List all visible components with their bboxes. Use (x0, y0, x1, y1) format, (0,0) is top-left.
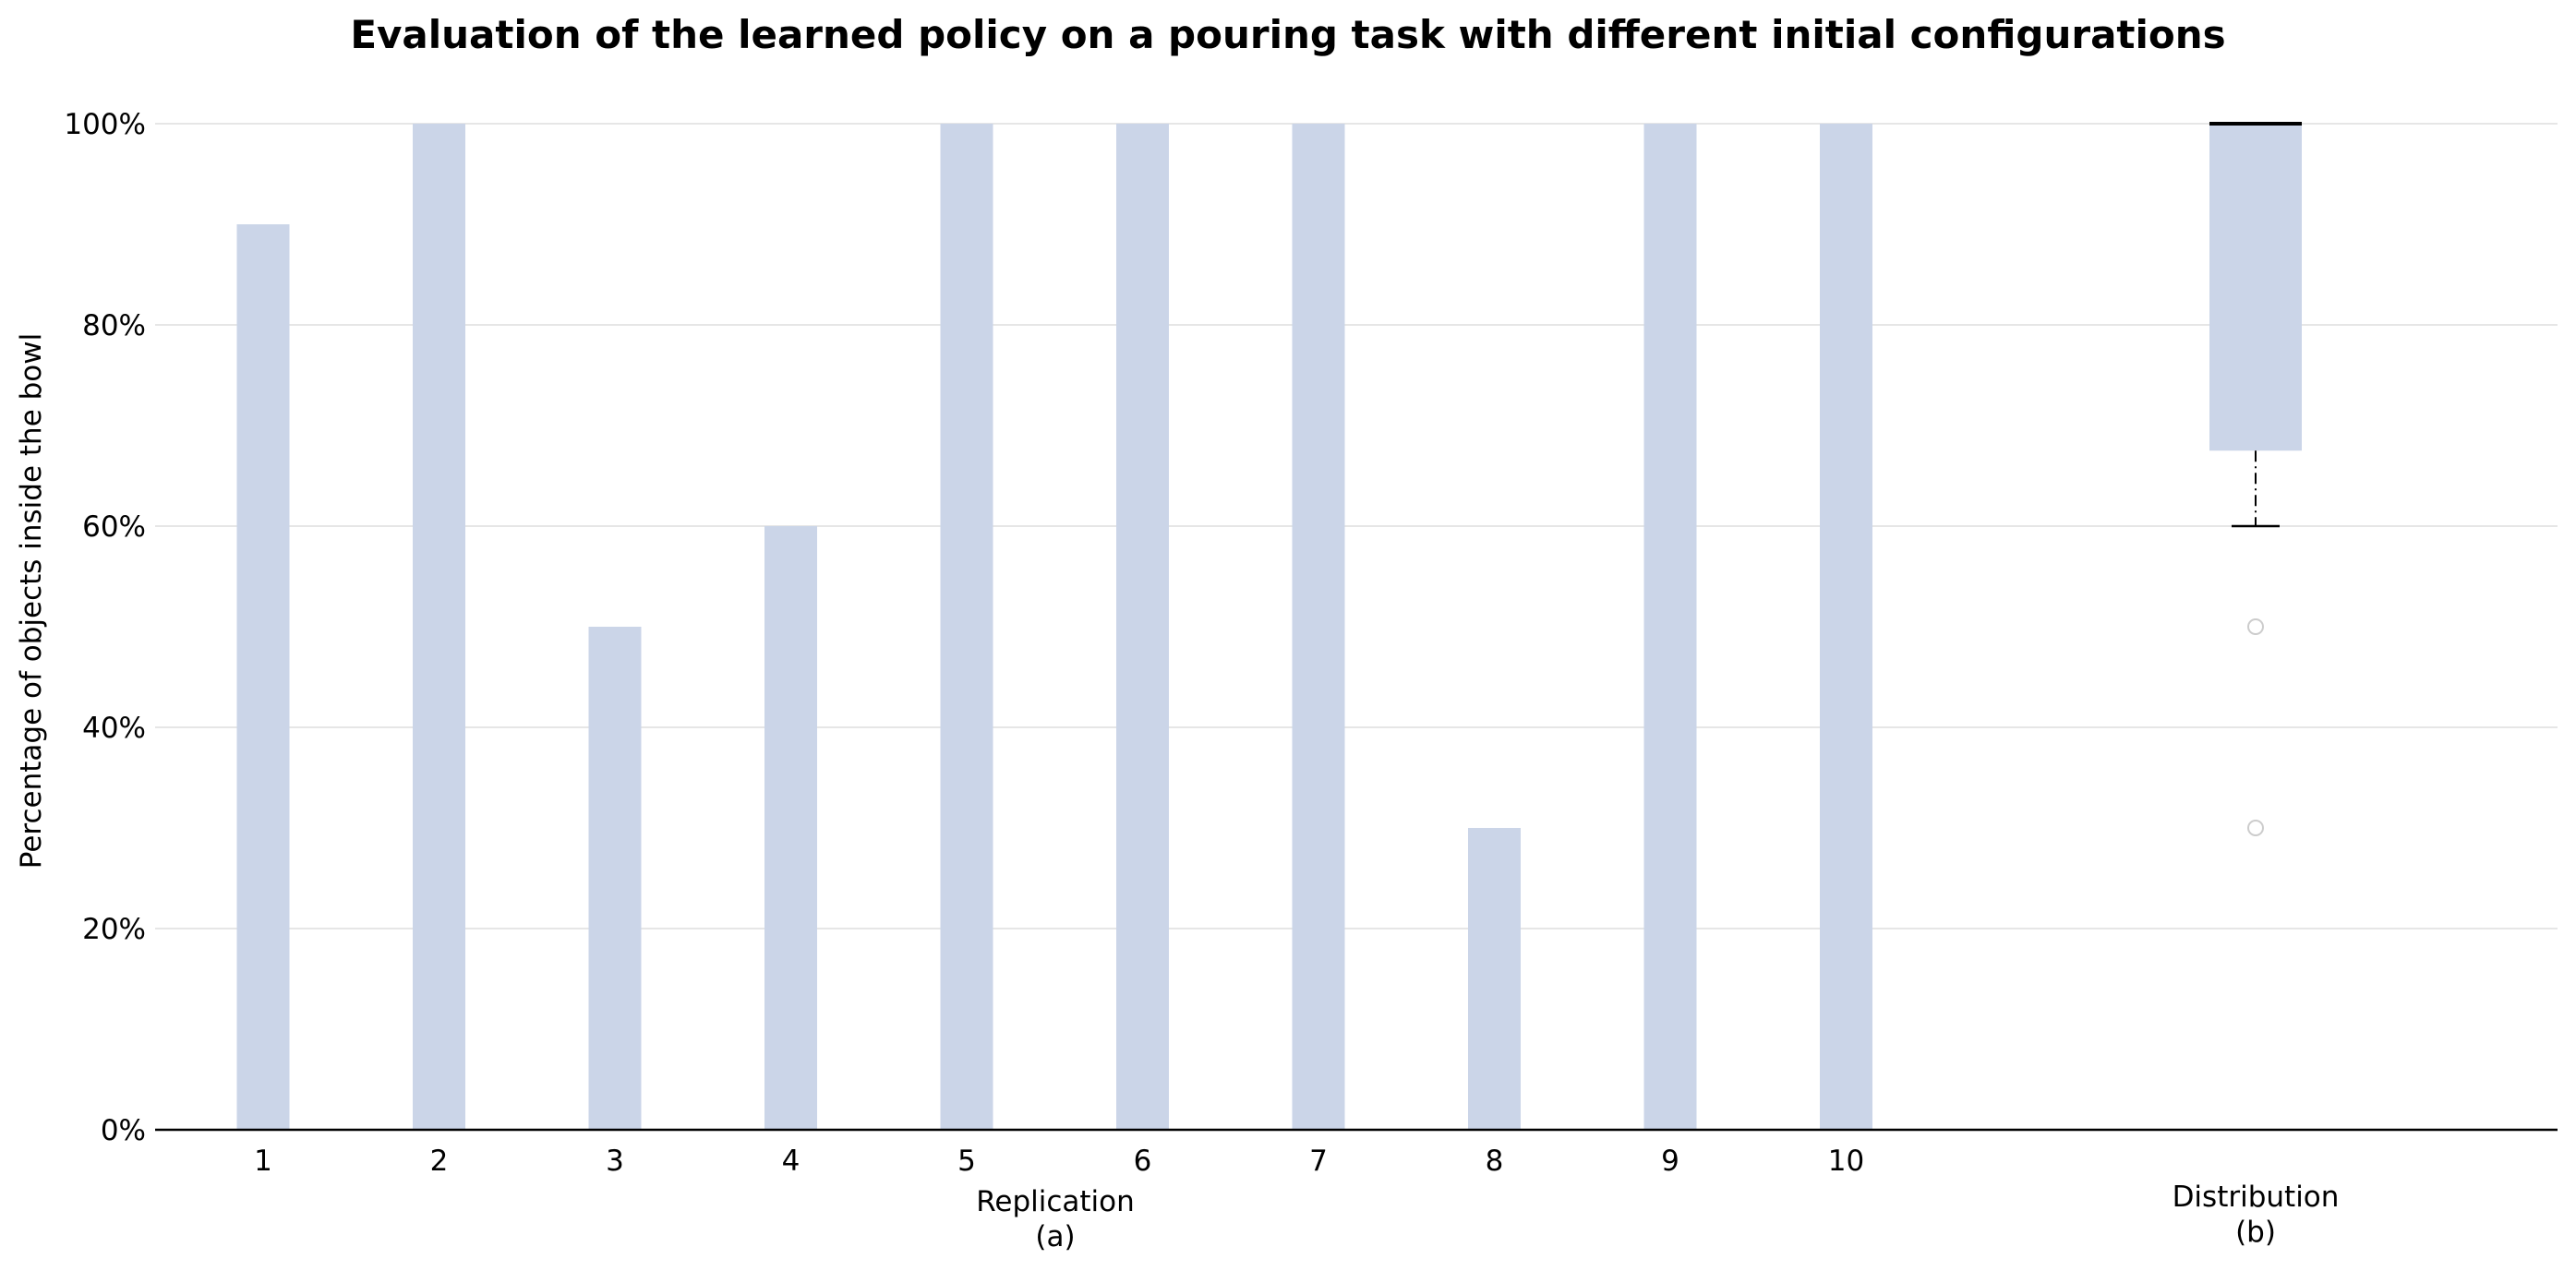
bar (940, 124, 993, 1130)
x-tick-label: 5 (957, 1145, 976, 1178)
x-axis-sublabel-a: (a) (1035, 1220, 1075, 1253)
y-tick-label: 100% (64, 108, 146, 141)
y-tick-label: 40% (82, 712, 146, 745)
bar (1116, 124, 1169, 1130)
y-tick-label: 60% (82, 510, 146, 544)
y-tick-label: 80% (82, 309, 146, 342)
x-tick-label: 4 (782, 1145, 800, 1178)
outlier-point (2247, 820, 2264, 836)
bar (236, 224, 290, 1130)
x-tick-label: 7 (1309, 1145, 1328, 1178)
bar (1643, 124, 1697, 1130)
bar (1468, 828, 1521, 1130)
x-tick-label: 3 (606, 1145, 624, 1178)
y-axis-label: Percentage of objects inside the bowl (15, 333, 48, 869)
bar-series (236, 124, 1872, 1130)
x-axis-sublabel-b: (b) (2235, 1216, 2276, 1249)
x-axis-label-a: Replication (976, 1185, 1135, 1218)
tick-labels: 0% 20% 40% 60% 80% 100% 1 2 3 4 5 6 7 8 9 10 (64, 108, 1864, 1178)
bar (764, 526, 817, 1130)
x-tick-label: 1 (254, 1145, 272, 1178)
bar (1820, 124, 1872, 1130)
x-tick-label: 10 (1828, 1145, 1864, 1178)
x-tick-label: 8 (1486, 1145, 1504, 1178)
x-tick-label: 6 (1134, 1145, 1152, 1178)
y-tick-label: 0% (101, 1114, 146, 1147)
chart-title: Evaluation of the learned policy on a po… (350, 12, 2225, 57)
y-tick-label: 20% (82, 913, 146, 946)
bar (588, 627, 642, 1130)
distribution-boxplot (2209, 122, 2302, 836)
x-tick-label: 9 (1661, 1145, 1679, 1178)
outlier-point (2247, 618, 2264, 635)
bar (1292, 124, 1345, 1130)
bar (413, 124, 465, 1130)
x-axis-label-b: Distribution (2173, 1181, 2340, 1214)
grid (155, 123, 2558, 929)
x-tick-label: 2 (430, 1145, 449, 1178)
box-iqr (2209, 124, 2302, 451)
